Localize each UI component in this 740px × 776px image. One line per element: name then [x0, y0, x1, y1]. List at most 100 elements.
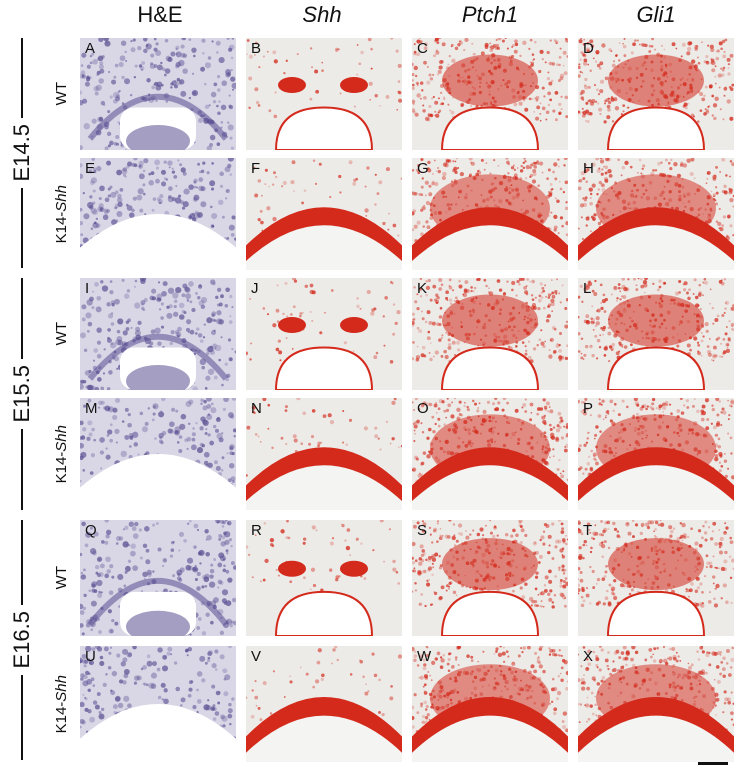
stain-speck — [107, 406, 114, 413]
signal-speck — [583, 539, 587, 544]
signal-speck — [420, 232, 424, 237]
signal-speck — [555, 436, 559, 441]
stain-speck — [182, 53, 188, 58]
stain-speck — [230, 476, 236, 482]
signal-speck — [544, 284, 547, 287]
signal-speck — [613, 596, 618, 601]
signal-speck — [464, 401, 466, 404]
stain-speck — [124, 565, 131, 572]
signal-speck — [590, 320, 595, 325]
stain-speck — [96, 572, 101, 578]
signal-speck — [424, 320, 428, 324]
signal-speck — [412, 99, 416, 104]
signal-speck — [276, 284, 279, 287]
stain-speck — [111, 79, 117, 85]
signal-speck — [524, 533, 528, 537]
stain-speck — [86, 436, 91, 441]
stain-speck — [89, 195, 93, 199]
signal-speck — [613, 285, 618, 291]
signal-speck — [589, 602, 592, 605]
stain-speck — [181, 309, 186, 314]
stain-speck — [227, 121, 230, 124]
stain-speck — [91, 290, 95, 293]
signal-speck — [529, 175, 532, 178]
stain-speck — [122, 648, 129, 655]
stain-speck — [83, 404, 87, 408]
stain-speck — [98, 590, 101, 594]
signal-speck — [531, 298, 535, 301]
stain-speck — [230, 146, 235, 150]
signal-speck — [617, 283, 621, 286]
panel-letter: H — [583, 160, 594, 177]
signal-speck — [519, 540, 523, 545]
signal-speck — [541, 86, 545, 90]
stain-speck — [201, 678, 206, 683]
signal-speck — [258, 66, 261, 69]
stain-speck — [177, 572, 181, 577]
signal-speck — [424, 180, 430, 185]
signal-speck — [720, 281, 725, 286]
stain-speck — [200, 186, 206, 192]
signal-speck — [723, 278, 727, 281]
signal-speck — [391, 437, 395, 441]
stain-speck — [111, 302, 115, 307]
signal-speck — [664, 401, 669, 405]
signal-speck — [532, 168, 537, 173]
signal-speck — [557, 411, 562, 416]
stain-speck — [176, 441, 180, 444]
signal-speck — [593, 454, 596, 458]
signal-speck — [638, 158, 642, 162]
signal-speck — [730, 322, 734, 327]
signal-speck — [425, 200, 430, 206]
signal-speck — [353, 105, 356, 108]
signal-speck — [660, 44, 663, 47]
signal-speck — [704, 322, 709, 327]
signal-speck — [262, 55, 265, 58]
stain-speck — [195, 332, 198, 335]
signal-speck — [268, 185, 270, 188]
signal-speck — [254, 193, 259, 198]
signal-speck — [534, 575, 539, 579]
signal-speck — [285, 337, 288, 339]
stain-speck — [206, 534, 212, 541]
stain-speck — [104, 573, 110, 579]
signal-speck — [542, 530, 546, 533]
signal-speck — [603, 575, 607, 578]
signal-speck — [730, 405, 733, 408]
stain-speck — [223, 564, 226, 568]
signal-speck — [444, 534, 449, 539]
signal-speck — [713, 603, 719, 608]
signal-speck — [531, 279, 535, 284]
signal-speck — [598, 398, 601, 401]
stain-speck — [138, 164, 142, 168]
signal-speck — [606, 589, 609, 593]
signal-speck — [563, 425, 566, 428]
signal-speck — [702, 525, 705, 528]
stain-speck — [114, 190, 119, 195]
signal-speck — [686, 51, 691, 56]
stain-speck — [191, 47, 197, 53]
signal-speck — [391, 400, 396, 405]
signal-speck — [431, 172, 435, 176]
stain-speck — [154, 327, 161, 334]
signal-speck — [604, 596, 609, 601]
stain-speck — [125, 327, 130, 331]
signal-speck — [529, 280, 531, 283]
signal-speck — [552, 351, 556, 355]
signal-speck — [690, 158, 695, 162]
stain-speck — [196, 699, 202, 704]
signal-speck — [644, 43, 648, 48]
signal-speck — [435, 299, 440, 304]
signal-speck — [421, 430, 425, 434]
signal-speck — [565, 433, 568, 437]
micrograph-image — [80, 158, 236, 270]
signal-speck — [596, 168, 601, 174]
stain-speck — [203, 323, 206, 326]
signal-speck — [352, 181, 357, 186]
signal-speck — [548, 349, 551, 351]
signal-speck — [529, 38, 533, 42]
stain-speck — [200, 201, 207, 208]
stain-speck — [216, 88, 221, 92]
signal-speck — [550, 435, 556, 440]
signal-speck — [413, 286, 416, 289]
